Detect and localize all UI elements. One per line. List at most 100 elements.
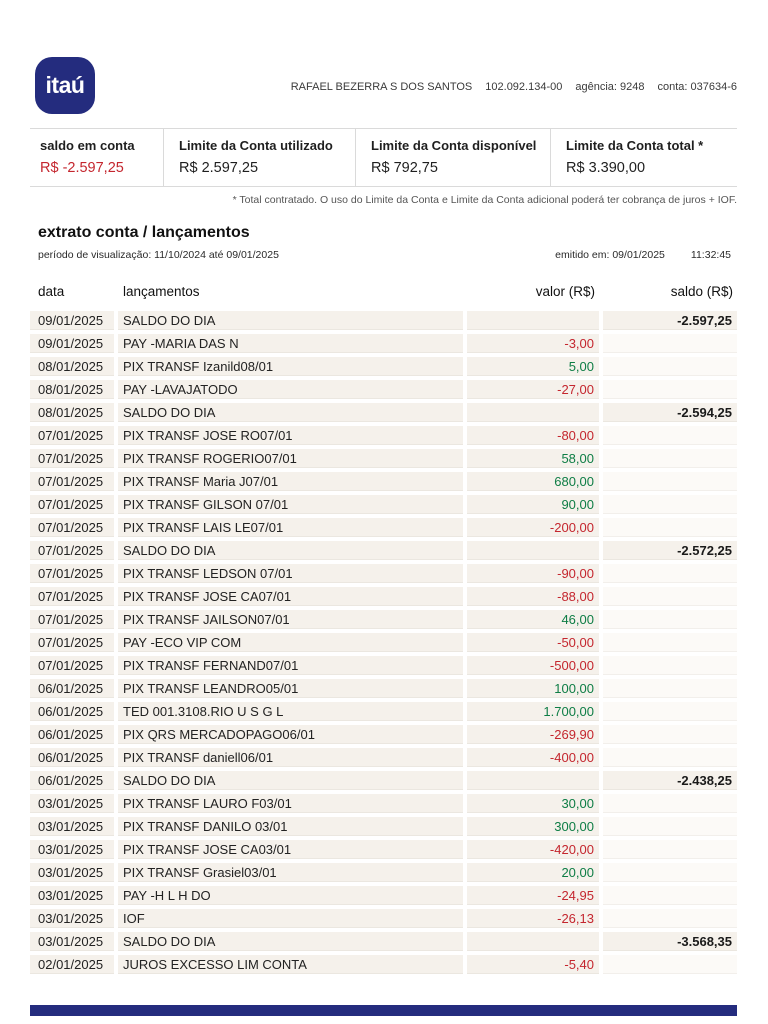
table-row: 03/01/2025 PIX TRANSF LAURO F03/01 30,00	[30, 794, 737, 813]
row-description: PAY -ECO VIP COM	[118, 633, 463, 652]
row-description: JUROS EXCESSO LIM CONTA	[118, 955, 463, 974]
table-row: 07/01/2025 SALDO DO DIA -2.572,25	[30, 541, 737, 560]
account-document-number: 102.092.134-00	[485, 81, 563, 93]
col-header-data: data	[38, 284, 65, 299]
table-row: 06/01/2025 PIX TRANSF daniell06/01 -400,…	[30, 748, 737, 767]
table-row: 02/01/2025 JUROS EXCESSO LIM CONTA -5,40	[30, 955, 737, 974]
row-saldo	[603, 817, 737, 836]
table-row: 09/01/2025 SALDO DO DIA -2.597,25	[30, 311, 737, 330]
row-valor: 100,00	[467, 679, 599, 698]
row-date: 02/01/2025	[30, 955, 114, 974]
row-description: PAY -H L H DO	[118, 886, 463, 905]
table-row: 08/01/2025 SALDO DO DIA -2.594,25	[30, 403, 737, 422]
row-valor	[467, 311, 599, 330]
row-saldo	[603, 357, 737, 376]
row-valor: 20,00	[467, 863, 599, 882]
summary-label: Limite da Conta total *	[566, 138, 704, 153]
table-row: 07/01/2025 PIX TRANSF Maria J07/01 680,0…	[30, 472, 737, 491]
row-date: 03/01/2025	[30, 863, 114, 882]
emitted-time: 11:32:45	[690, 249, 731, 261]
table-row: 08/01/2025 PIX TRANSF Izanild08/01 5,00	[30, 357, 737, 376]
row-valor: 90,00	[467, 495, 599, 514]
row-valor: -3,00	[467, 334, 599, 353]
footer-bar	[30, 1005, 737, 1016]
row-valor: 46,00	[467, 610, 599, 629]
row-saldo	[603, 449, 737, 468]
summary-value-negative: R$ -2.597,25	[40, 160, 124, 176]
emitted-date: emitido em: 09/01/2025	[555, 249, 665, 261]
row-saldo	[603, 748, 737, 767]
row-description: PIX TRANSF DANILO 03/01	[118, 817, 463, 836]
row-valor: -269,90	[467, 725, 599, 744]
row-date: 08/01/2025	[30, 380, 114, 399]
summary-label: saldo em conta	[40, 138, 135, 153]
row-description: PIX TRANSF LEANDRO05/01	[118, 679, 463, 698]
row-saldo: -2.594,25	[603, 403, 737, 422]
row-valor: -88,00	[467, 587, 599, 606]
table-row: 06/01/2025 PIX TRANSF LEANDRO05/01 100,0…	[30, 679, 737, 698]
table-row: 06/01/2025 SALDO DO DIA -2.438,25	[30, 771, 737, 790]
table-row: 07/01/2025 PIX TRANSF ROGERIO07/01 58,00	[30, 449, 737, 468]
table-row: 06/01/2025 PIX QRS MERCADOPAGO06/01 -269…	[30, 725, 737, 744]
row-saldo: -2.597,25	[603, 311, 737, 330]
row-description: PIX TRANSF JOSE CA03/01	[118, 840, 463, 859]
row-date: 08/01/2025	[30, 357, 114, 376]
row-description: SALDO DO DIA	[118, 311, 463, 330]
row-saldo	[603, 863, 737, 882]
row-valor: -26,13	[467, 909, 599, 928]
row-valor: -90,00	[467, 564, 599, 583]
summary-value: R$ 2.597,25	[179, 160, 259, 176]
summary-value: R$ 3.390,00	[566, 160, 646, 176]
row-description: PAY -LAVAJATODO	[118, 380, 463, 399]
col-header-valor: valor (R$)	[535, 284, 595, 299]
transactions-table: 09/01/2025 SALDO DO DIA -2.597,25 09/01/…	[30, 311, 737, 978]
table-row: 07/01/2025 PIX TRANSF LAIS LE07/01 -200,…	[30, 518, 737, 537]
row-valor: -27,00	[467, 380, 599, 399]
col-header-lancamentos: lançamentos	[123, 284, 200, 299]
row-valor: -400,00	[467, 748, 599, 767]
row-date: 07/01/2025	[30, 587, 114, 606]
table-row: 03/01/2025 PIX TRANSF Grasiel03/01 20,00	[30, 863, 737, 882]
table-row: 03/01/2025 PIX TRANSF DANILO 03/01 300,0…	[30, 817, 737, 836]
row-description: PIX QRS MERCADOPAGO06/01	[118, 725, 463, 744]
itau-logo-text: itaú	[45, 72, 85, 98]
row-valor	[467, 403, 599, 422]
row-saldo	[603, 633, 737, 652]
row-date: 03/01/2025	[30, 840, 114, 859]
row-date: 03/01/2025	[30, 886, 114, 905]
row-saldo	[603, 610, 737, 629]
row-saldo	[603, 955, 737, 974]
statement-emitted: emitido em: 09/01/2025 11:32:45	[555, 249, 731, 261]
row-valor: -200,00	[467, 518, 599, 537]
row-saldo	[603, 840, 737, 859]
row-description: SALDO DO DIA	[118, 771, 463, 790]
row-saldo: -2.438,25	[603, 771, 737, 790]
row-valor: -5,40	[467, 955, 599, 974]
row-description: SALDO DO DIA	[118, 541, 463, 560]
row-date: 06/01/2025	[30, 771, 114, 790]
account-conta: conta: 037634-6	[657, 81, 737, 93]
row-description: PIX TRANSF LAURO F03/01	[118, 794, 463, 813]
account-holder-name: RAFAEL BEZERRA S DOS SANTOS	[290, 81, 473, 93]
row-date: 07/01/2025	[30, 633, 114, 652]
row-date: 07/01/2025	[30, 610, 114, 629]
row-valor	[467, 771, 599, 790]
row-date: 09/01/2025	[30, 311, 114, 330]
row-date: 06/01/2025	[30, 748, 114, 767]
row-description: PIX TRANSF ROGERIO07/01	[118, 449, 463, 468]
row-saldo	[603, 426, 737, 445]
row-saldo	[603, 794, 737, 813]
row-description: SALDO DO DIA	[118, 932, 463, 951]
itau-logo: itaú	[35, 57, 95, 114]
row-description: PIX TRANSF Maria J07/01	[118, 472, 463, 491]
account-agencia: agência: 9248	[575, 81, 645, 93]
summary-limite-disponivel: Limite da Conta disponível R$ 792,75	[355, 129, 550, 186]
row-saldo	[603, 909, 737, 928]
row-valor: 30,00	[467, 794, 599, 813]
table-row: 07/01/2025 PIX TRANSF FERNAND07/01 -500,…	[30, 656, 737, 675]
row-saldo	[603, 656, 737, 675]
table-row: 06/01/2025 TED 001.3108.RIO U S G L 1.70…	[30, 702, 737, 721]
table-row: 03/01/2025 PAY -H L H DO -24,95	[30, 886, 737, 905]
row-valor	[467, 541, 599, 560]
row-description: IOF	[118, 909, 463, 928]
